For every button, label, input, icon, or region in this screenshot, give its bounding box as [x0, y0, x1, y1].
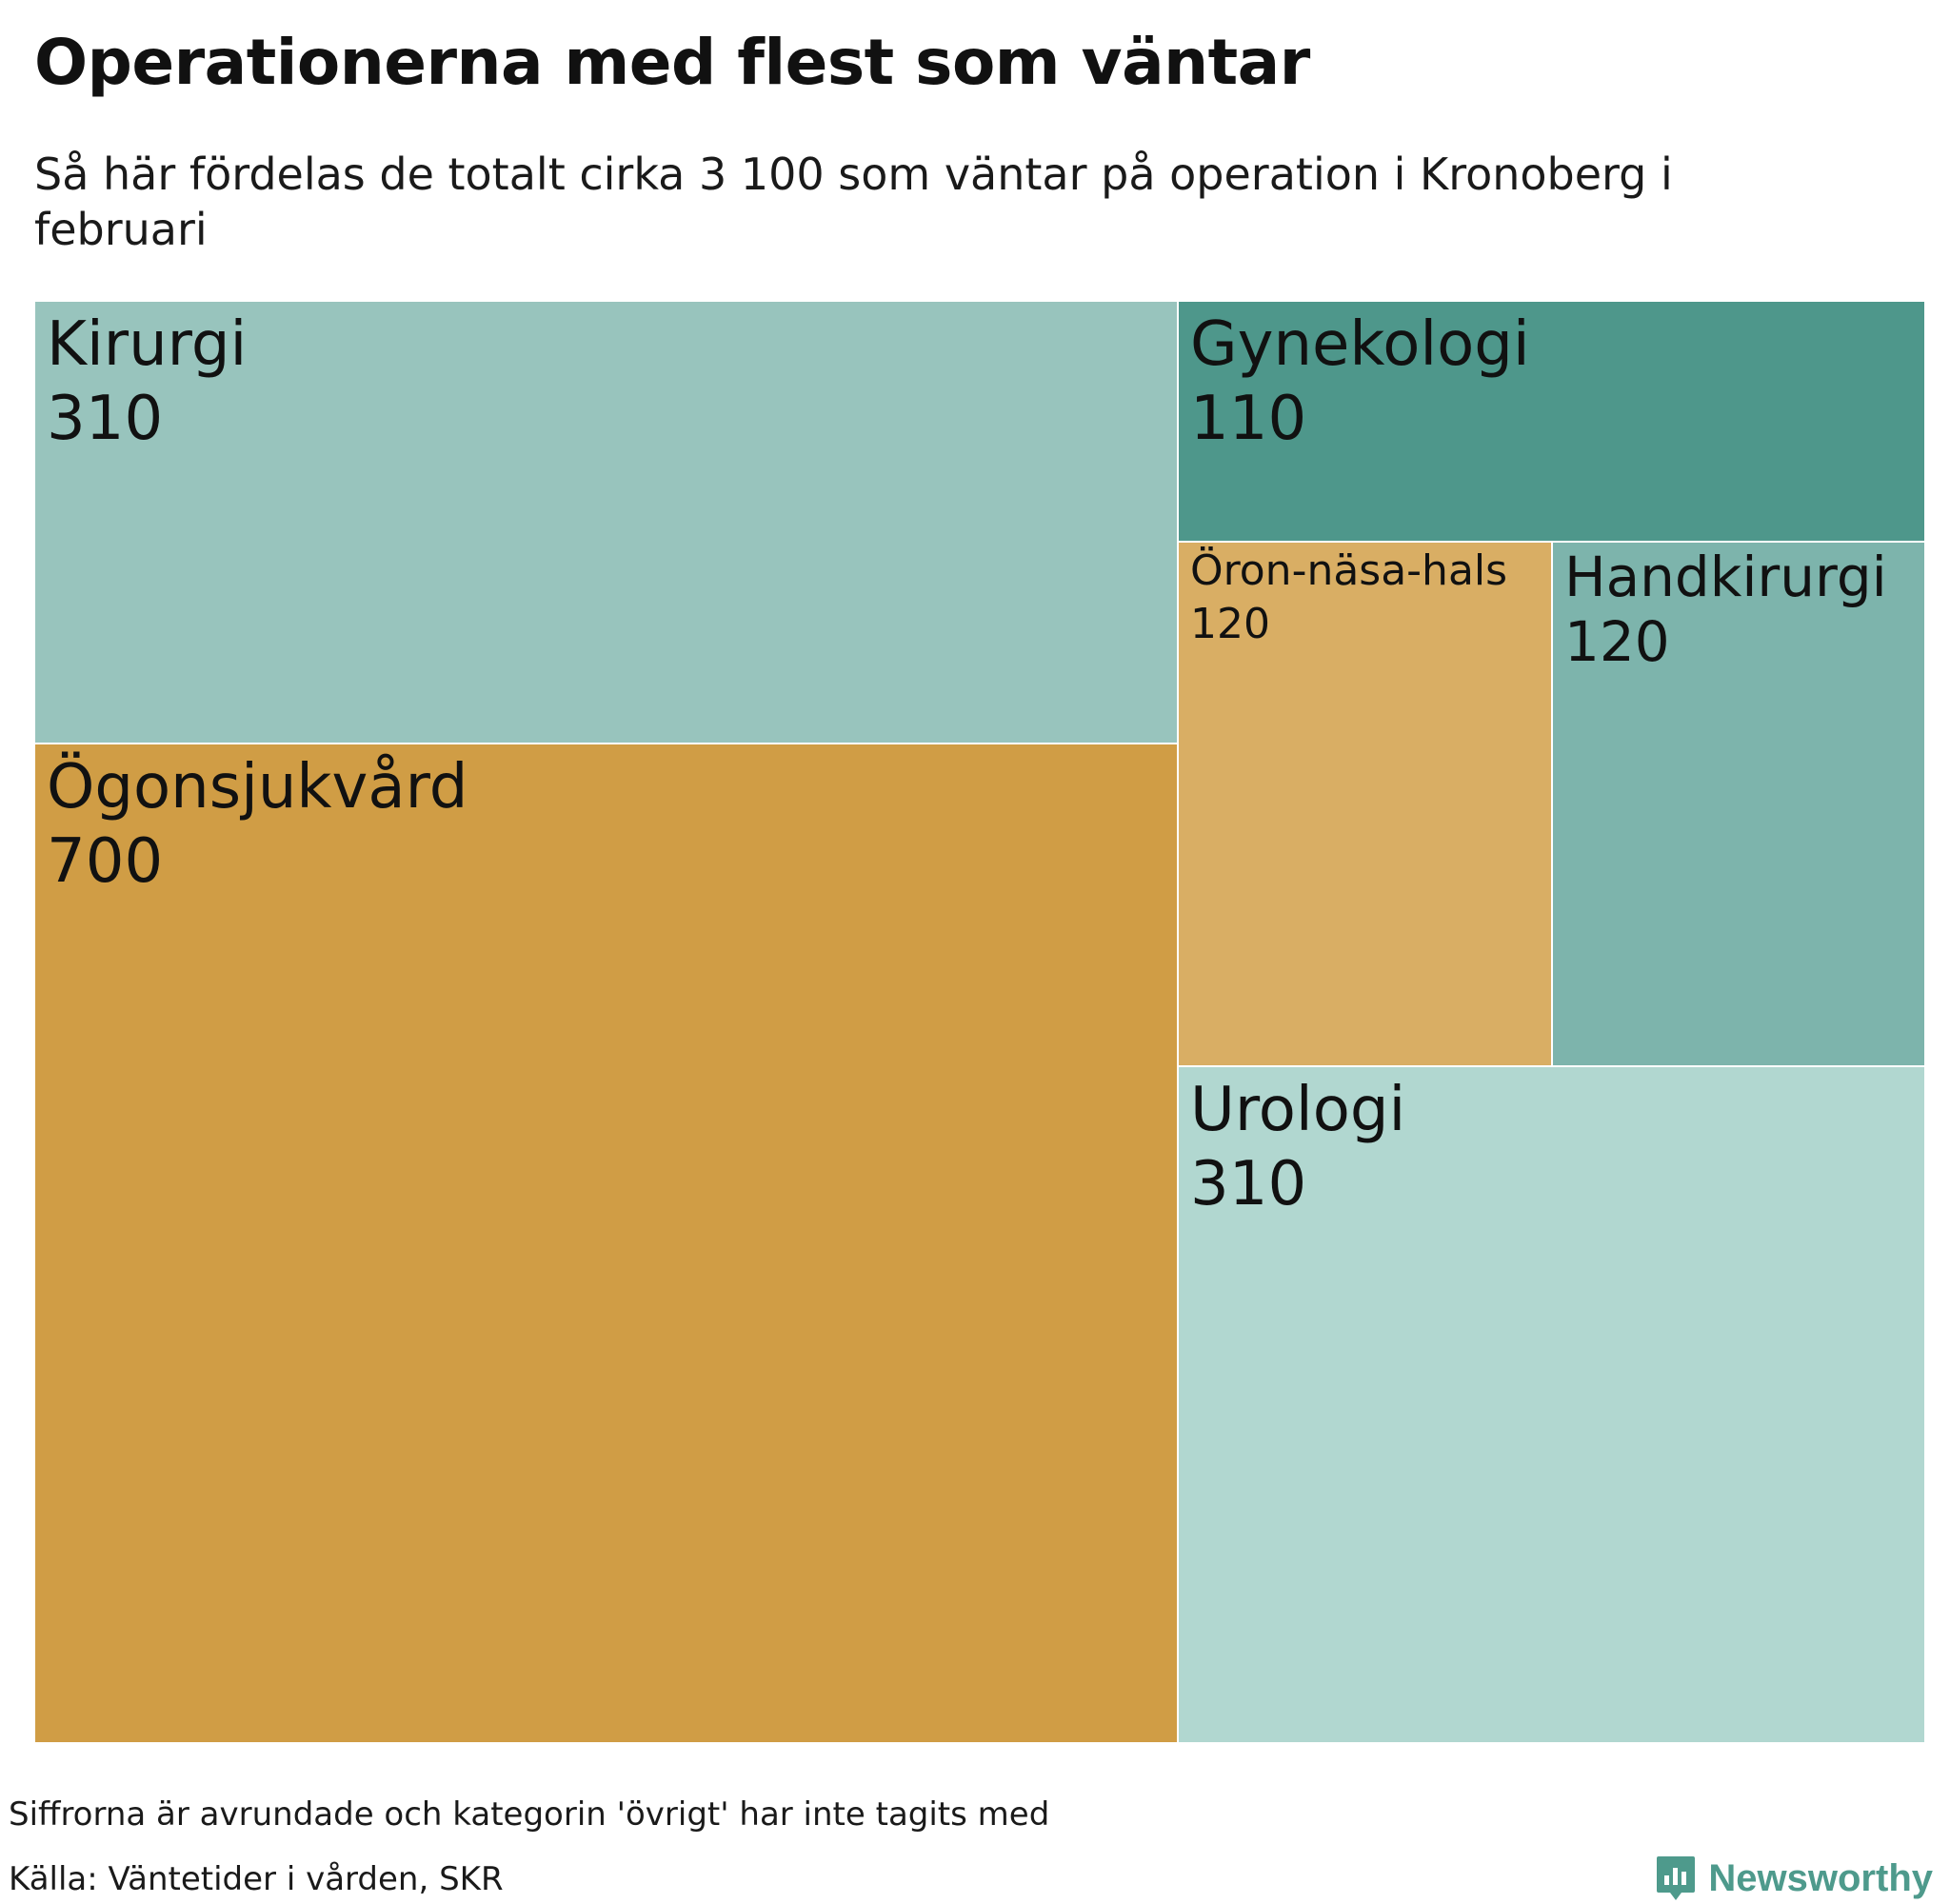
- tile-category-label: Gynekologi: [1190, 309, 1530, 380]
- treemap-tile-kirurgi: Kirurgi 310: [34, 301, 1178, 744]
- tile-category-label: Ögonsjukvård: [47, 752, 468, 823]
- tile-value-label: 310: [1190, 1149, 1307, 1220]
- tile-label: Urologi 310: [1190, 1073, 1405, 1221]
- tile-label: Handkirurgi 120: [1564, 545, 1887, 674]
- tile-label: Gynekologi 110: [1190, 307, 1530, 456]
- tile-label: Ögonsjukvård 700: [47, 750, 468, 899]
- tile-category-label: Kirurgi: [47, 309, 248, 380]
- tile-value-label: 120: [1564, 609, 1670, 674]
- treemap-tile-urologi: Urologi 310: [1178, 1066, 1925, 1743]
- tile-label: Öron-näsa-hals 120: [1190, 545, 1507, 651]
- tile-category-label: Urologi: [1190, 1075, 1406, 1145]
- source-note: Källa: Väntetider i vården, SKR: [9, 1860, 504, 1898]
- tile-value-label: 120: [1190, 600, 1270, 648]
- treemap-tile-handkirurgi: Handkirurgi 120: [1552, 542, 1925, 1066]
- tile-value-label: 110: [1190, 384, 1307, 454]
- newsworthy-logo-icon: [1657, 1856, 1696, 1900]
- treemap: Ögonsjukvård 700 Kirurgi 310 Urologi 310 Öron-…: [34, 301, 1925, 1743]
- tile-category-label: Handkirurgi: [1564, 545, 1887, 609]
- chart-title: Operationerna med flest som väntar: [34, 26, 1310, 99]
- tile-value-label: 700: [47, 826, 164, 897]
- tile-category-label: Öron-näsa-hals: [1190, 546, 1508, 595]
- treemap-tile-ogonsjukvard: Ögonsjukvård 700: [34, 744, 1178, 1743]
- brand-logo: Newsworthy: [1655, 1854, 1933, 1902]
- treemap-tile-oron-nasa-hals: Öron-näsa-hals 120: [1178, 542, 1552, 1066]
- tile-value-label: 310: [47, 384, 164, 454]
- footnote: Siffrorna är avrundade och kategorin 'öv…: [9, 1795, 1050, 1834]
- brand-name: Newsworthy: [1708, 1856, 1933, 1899]
- treemap-tile-gynekologi: Gynekologi 110: [1178, 301, 1925, 542]
- chart-subtitle: Så här fördelas de totalt cirka 3 100 so…: [34, 149, 1673, 255]
- tile-label: Kirurgi 310: [47, 307, 247, 456]
